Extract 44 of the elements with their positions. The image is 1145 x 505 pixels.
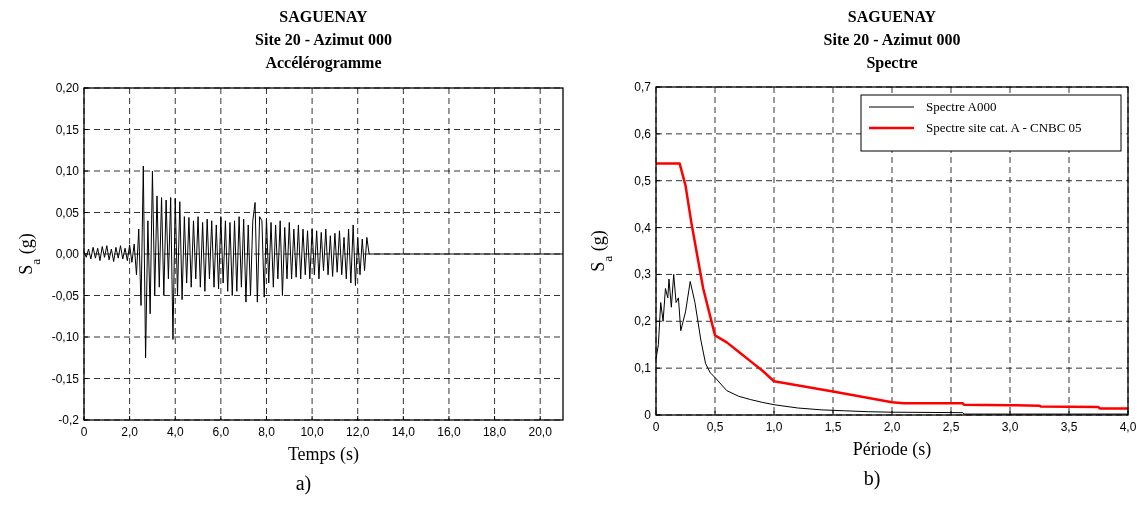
y-tick-label: 0,4 [634,220,652,235]
x-tick-label: 2,0 [121,425,139,439]
y-tick-label: 0,20 [55,81,80,95]
x-tick-label: 1,5 [824,420,842,434]
x-tick-label: 14,0 [391,425,416,439]
y-tick-label: 0,7 [634,80,652,94]
x-tick-label: 12,0 [346,425,370,439]
x-tick-label: 3,0 [1001,420,1019,434]
y-tick-label: 0 [644,408,652,422]
chart-title: SAGUENAY Site 20 - Azimut 000 Accélérogramme [255,8,392,72]
y-tick-label: 0,5 [634,173,652,188]
y-tick-label: 0,6 [634,126,652,141]
y-tick-label: 0,1 [634,361,652,376]
x-tick-label: 4,0 [166,425,184,439]
y-tick-label: -0,2 [58,413,80,427]
y-tick-label: 0,00 [55,247,80,261]
x-tick-label: 2,5 [942,420,960,434]
x-axis-title: Temps (s) [287,444,360,465]
x-tick-label: 0,5 [706,420,724,434]
y-tick-label: -0,15 [51,371,80,386]
y-tick-label: 0,15 [55,122,80,137]
x-tick-label: 8,0 [258,425,276,439]
text: a) [295,472,312,495]
x-tick-label: 20,0 [528,425,553,439]
line-series [654,162,1130,410]
x-tick-label: 18,0 [482,425,507,439]
y-tick-label: 0,10 [55,164,80,178]
y-tick-label: 0,2 [634,314,652,329]
x-axis-title: Période (s) [852,439,932,460]
y-tick-label: -0,05 [51,288,80,303]
y-tick-label: 0,05 [55,205,80,220]
y-tick-label: 0,3 [634,267,652,282]
y-tick-label: -0,10 [51,330,80,344]
x-tick-label: 2,0 [883,420,901,434]
x-tick-label: 16,0 [437,425,461,439]
x-tick-label: 1,0 [765,420,783,434]
chart-title: SAGUENAY Site 20 - Azimut 000 Spectre [823,8,961,72]
legend-label: Spectre site cat. A - CNBC 05 [926,120,1082,135]
x-tick-label: 6,0 [212,425,230,439]
x-tick-label: 10,0 [300,425,325,439]
text: b) [863,467,881,490]
x-tick-label: 4,0 [1119,420,1137,434]
x-tick-label: 3,5 [1060,420,1078,434]
legend-label: Spectre A000 [926,99,997,114]
